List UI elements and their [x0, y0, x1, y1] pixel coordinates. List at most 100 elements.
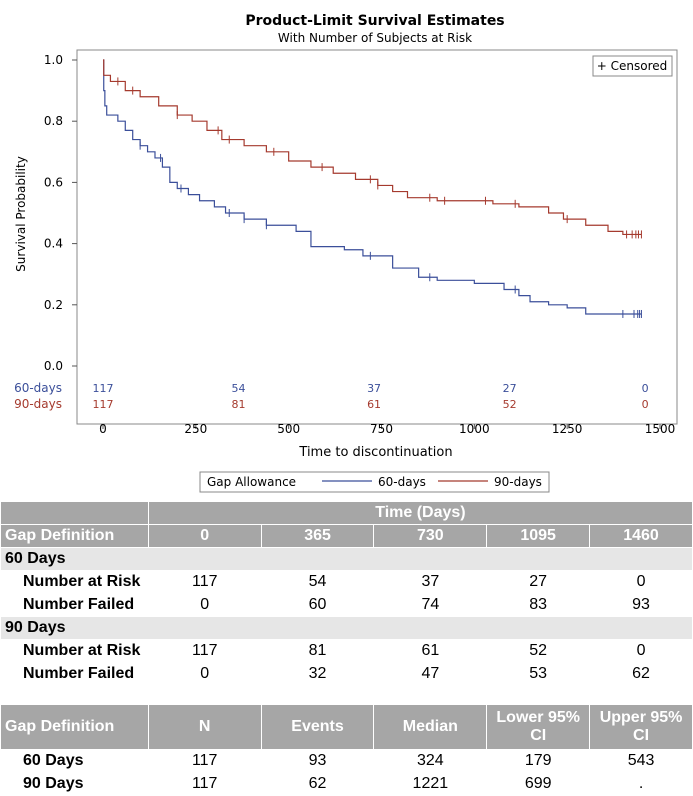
cell-value: 81	[260, 639, 375, 663]
table-row: Number Failed 0 32 47 53 62	[0, 662, 693, 686]
y-axis-ticks: 0.0 0.2 0.4 0.6 0.8 1.0	[44, 53, 77, 373]
cell-value: .	[589, 772, 693, 796]
cell-value: 53	[486, 662, 591, 686]
risk-table-header-row: Gap Definition 0 365 730 1095 1460	[0, 524, 693, 548]
x-tick-label: 500	[277, 422, 300, 436]
cell-value: 117	[147, 570, 262, 594]
stats-header-row: Gap Definition N Events Median Lower 95%…	[0, 704, 693, 750]
chart-subtitle: With Number of Subjects at Risk	[278, 31, 472, 45]
at-risk-value: 81	[232, 398, 246, 411]
cell-value: 1221	[373, 772, 488, 796]
cell-value: 0	[147, 662, 262, 686]
cell-value: 60	[260, 593, 375, 617]
at-risk-value: 0	[642, 398, 649, 411]
censored-legend-label: + Censored	[597, 59, 668, 73]
header-time-0: 0	[147, 524, 262, 548]
cell-value: 62	[589, 662, 693, 686]
group-label: 90 Days	[0, 616, 693, 640]
cell-value: 83	[486, 593, 591, 617]
row-label: Number at Risk	[0, 639, 149, 663]
header-upper-ci-bottom: CI	[633, 727, 650, 744]
table-row: 60 Days 117 93 324 179 543	[0, 749, 693, 773]
y-tick-label: 0.6	[44, 175, 63, 189]
at-risk-value: 117	[93, 398, 114, 411]
header-lower-ci-top: Lower 95%	[496, 709, 580, 726]
x-axis-label: Time to discontinuation	[298, 445, 452, 460]
survival-curves	[103, 59, 642, 318]
header-gap-definition: Gap Definition	[0, 704, 149, 750]
cell-value: 27	[486, 570, 591, 594]
cell-value: 0	[147, 593, 262, 617]
x-tick-label: 1250	[552, 422, 583, 436]
y-tick-label: 0.4	[44, 237, 63, 251]
header-events: Events	[260, 704, 375, 750]
cell-value: 117	[147, 749, 262, 773]
risk-table-super-header-row: Time (Days)	[0, 501, 693, 525]
x-tick-label: 250	[184, 422, 207, 436]
cell-value: 117	[147, 639, 262, 663]
cell-value: 0	[589, 570, 693, 594]
header-lower-ci-bottom: CI	[530, 727, 547, 744]
censored-legend-box	[592, 55, 673, 77]
cell-value: 324	[373, 749, 488, 773]
chart-title: Product-Limit Survival Estimates	[245, 13, 504, 29]
legend-label-90-days: 90-days	[494, 475, 542, 489]
row-label: Number at Risk	[0, 570, 149, 594]
table-row: Number at Risk 117 54 37 27 0	[0, 570, 693, 594]
gap-legend-title: Gap Allowance	[207, 475, 296, 489]
header-time-1095: 1095	[486, 524, 591, 548]
cell-value: 117	[147, 772, 262, 796]
cell-value: 47	[373, 662, 488, 686]
survival-curve-90-days	[103, 59, 642, 236]
at-risk-value: 37	[367, 382, 381, 395]
group-row-60-days: 60 Days	[0, 547, 693, 571]
at-risk-value: 117	[93, 382, 114, 395]
table-row: Number Failed 0 60 74 83 93	[0, 593, 693, 617]
row-label: 60 Days	[0, 749, 149, 773]
cell-value: 62	[260, 772, 375, 796]
header-time-1460: 1460	[589, 524, 693, 548]
table-row: Number at Risk 117 81 61 52 0	[0, 639, 693, 663]
at-risk-rows: 60-days 117 54 37 27 0 90-days 117 81 61 52 0	[14, 381, 649, 411]
at-risk-value: 0	[642, 382, 649, 395]
header-time-365: 365	[260, 524, 375, 548]
row-label: Number Failed	[0, 593, 149, 617]
cell-value: 61	[373, 639, 488, 663]
cell-value: 52	[486, 639, 591, 663]
risk-table: Time (Days) Gap Definition 0 365 730 109…	[0, 501, 693, 686]
header-median: Median	[373, 704, 488, 750]
cell-value: 54	[260, 570, 375, 594]
y-tick-label: 0.0	[44, 359, 63, 373]
cell-value: 0	[589, 639, 693, 663]
x-tick-label: 1000	[459, 422, 490, 436]
legend-label-60-days: 60-days	[378, 475, 426, 489]
cell-value: 37	[373, 570, 488, 594]
at-risk-row-label: 90-days	[14, 397, 62, 411]
at-risk-row-label: 60-days	[14, 381, 62, 395]
cell-value: 179	[486, 749, 591, 773]
header-time-730: 730	[373, 524, 488, 548]
time-days-header: Time (Days)	[147, 501, 693, 525]
survival-chart: Product-Limit Survival Estimates With Nu…	[14, 13, 678, 493]
at-risk-value: 52	[503, 398, 517, 411]
row-label: 90 Days	[0, 772, 149, 796]
y-tick-label: 0.2	[44, 298, 63, 312]
at-risk-value: 27	[503, 382, 517, 395]
cell-value: 543	[589, 749, 693, 773]
y-axis-label: Survival Probability	[14, 156, 28, 272]
stats-table: Gap Definition N Events Median Lower 95%…	[0, 704, 693, 796]
x-tick-label: 0	[99, 422, 107, 436]
x-tick-label: 1500	[645, 422, 676, 436]
at-risk-value: 54	[232, 382, 246, 395]
header-gap-definition: Gap Definition	[0, 524, 149, 548]
cell-value: 93	[260, 749, 375, 773]
group-label: 60 Days	[0, 547, 693, 571]
survival-curve-60-days	[103, 59, 642, 315]
table-row: 90 Days 117 62 1221 699 .	[0, 772, 693, 796]
y-tick-label: 1.0	[44, 53, 63, 67]
header-upper-ci-top: Upper 95%	[599, 709, 683, 726]
plot-frame	[76, 49, 678, 425]
cell-value: 699	[486, 772, 591, 796]
x-tick-label: 750	[370, 422, 393, 436]
y-tick-label: 0.8	[44, 114, 63, 128]
